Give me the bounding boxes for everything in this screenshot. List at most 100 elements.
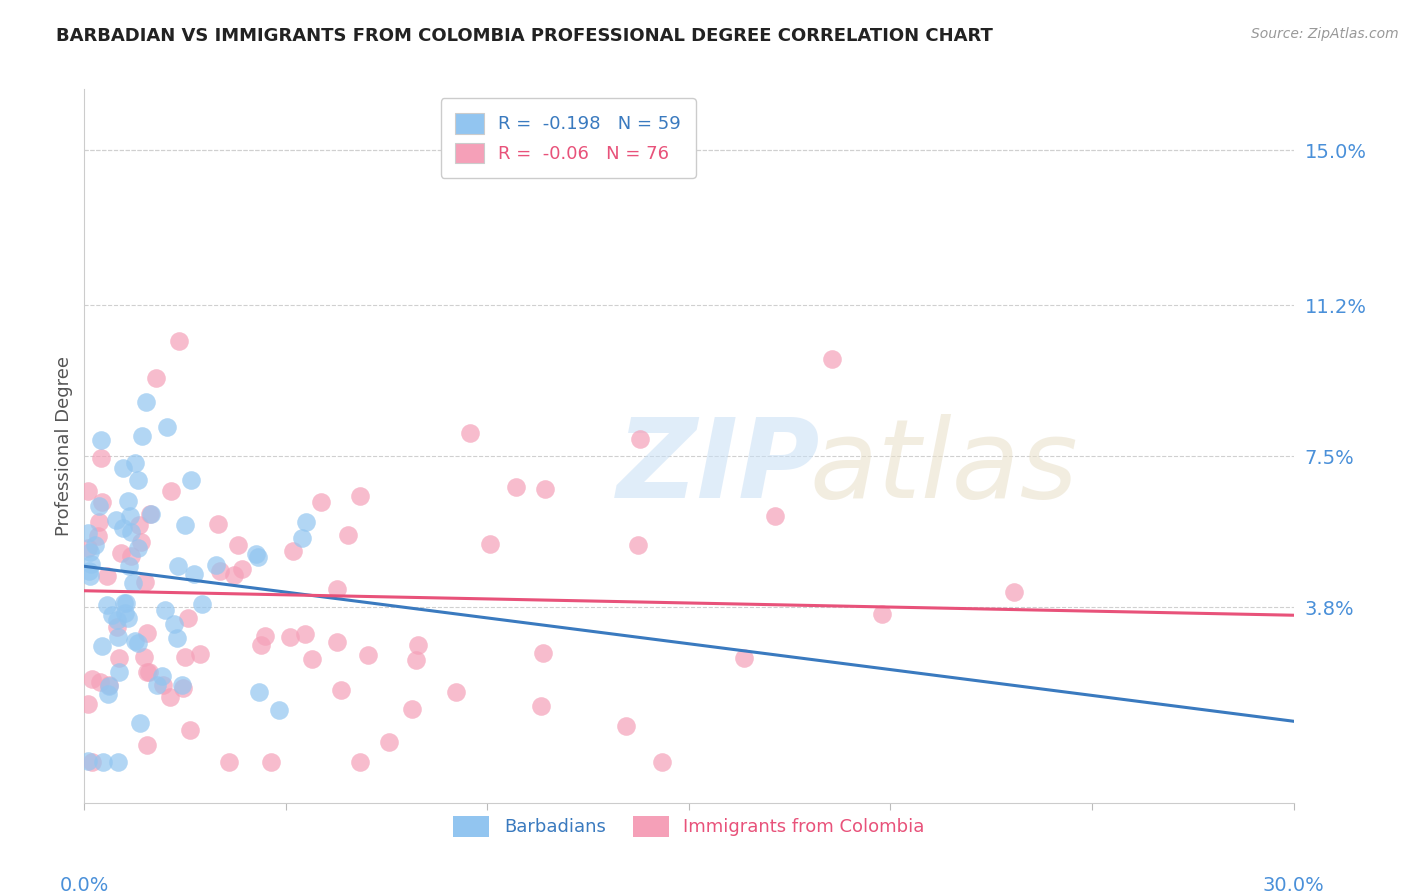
Point (98, 679, 121, 693)
Point (174, 650, 197, 665)
Point (89, 675, 111, 690)
Text: ZIP: ZIP (616, 414, 820, 521)
Point (763, 509, 786, 524)
Point (188, 647, 211, 661)
Point (127, 473, 149, 487)
Point (128, 517, 150, 532)
Point (628, 432, 651, 446)
Text: atlas: atlas (810, 414, 1078, 521)
Point (112, 596, 135, 610)
Point (127, 636, 149, 650)
Point (326, 582, 349, 596)
Point (79, 564, 101, 578)
Point (127, 541, 149, 556)
Point (614, 719, 637, 733)
Point (530, 699, 553, 714)
Point (79, 569, 101, 583)
Point (124, 634, 146, 648)
Point (87, 528, 110, 542)
Point (651, 755, 673, 769)
Point (135, 738, 157, 752)
Point (174, 517, 197, 532)
Point (110, 546, 132, 560)
Point (97, 687, 120, 701)
Point (107, 613, 129, 627)
Point (222, 568, 245, 582)
Point (134, 649, 156, 664)
Point (120, 508, 142, 523)
Point (145, 371, 167, 385)
Point (90, 639, 112, 653)
Point (153, 603, 176, 617)
Point (247, 685, 270, 699)
Point (205, 558, 228, 572)
Point (405, 653, 427, 667)
Point (1004, 585, 1026, 599)
Point (377, 735, 399, 749)
Point (90, 433, 112, 447)
Point (870, 607, 893, 621)
Point (336, 528, 359, 542)
Text: 30.0%: 30.0% (1263, 876, 1324, 892)
Point (107, 755, 129, 769)
Point (278, 630, 301, 644)
Point (291, 531, 314, 545)
Point (309, 495, 332, 509)
Point (179, 723, 201, 737)
Legend: Barbadians, Immigrants from Colombia: Barbadians, Immigrants from Colombia (446, 808, 932, 844)
Point (191, 598, 214, 612)
Point (444, 685, 467, 699)
Point (301, 652, 323, 666)
Point (260, 755, 283, 769)
Point (118, 559, 141, 574)
Point (135, 395, 157, 409)
Point (134, 575, 156, 590)
Point (180, 473, 202, 487)
Point (733, 650, 755, 665)
Point (96, 568, 118, 582)
Point (129, 715, 152, 730)
Point (152, 678, 174, 692)
Point (247, 549, 270, 564)
Point (77, 755, 100, 769)
Point (105, 620, 128, 634)
Point (326, 635, 349, 649)
Point (253, 629, 276, 643)
Point (120, 524, 142, 539)
Point (77, 484, 100, 499)
Point (207, 517, 229, 532)
Point (120, 549, 142, 563)
Point (156, 420, 179, 434)
Point (79, 545, 101, 559)
Point (172, 681, 194, 695)
Point (131, 429, 153, 443)
Point (534, 483, 557, 497)
Point (226, 538, 249, 552)
Point (281, 544, 304, 558)
Point (138, 665, 160, 679)
Point (122, 576, 145, 591)
Point (90, 495, 112, 509)
Point (135, 665, 157, 680)
Point (167, 334, 190, 349)
Point (136, 626, 159, 640)
Point (83, 538, 105, 552)
Point (245, 547, 267, 561)
Point (98, 678, 121, 692)
Point (294, 626, 316, 640)
Point (90, 450, 112, 465)
Point (401, 702, 423, 716)
Point (357, 648, 380, 663)
Point (112, 521, 135, 535)
Point (77, 698, 100, 712)
Point (117, 493, 139, 508)
Point (160, 483, 183, 498)
Point (166, 632, 188, 646)
Point (218, 755, 240, 769)
Point (209, 564, 232, 578)
Point (100, 608, 122, 623)
Point (82, 755, 104, 769)
Point (505, 480, 527, 494)
Point (111, 460, 134, 475)
Point (80, 557, 103, 571)
